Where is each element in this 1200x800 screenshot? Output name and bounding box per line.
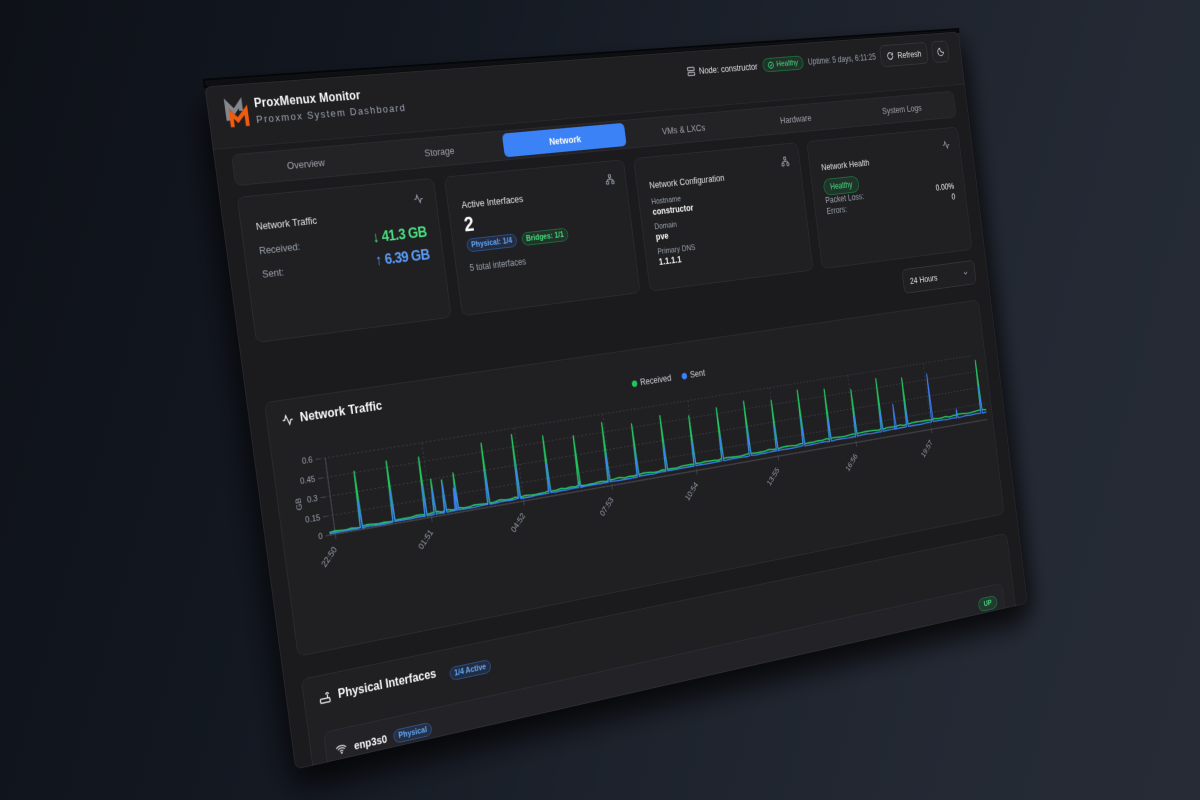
svg-text:0: 0: [318, 531, 324, 542]
svg-text:0.6: 0.6: [301, 455, 313, 467]
svg-text:0.15: 0.15: [305, 512, 321, 524]
svg-text:0.45: 0.45: [300, 474, 316, 486]
svg-text:13:55: 13:55: [765, 466, 781, 488]
svg-text:04:52: 04:52: [509, 511, 527, 534]
svg-text:19:57: 19:57: [920, 438, 934, 459]
svg-text:10:54: 10:54: [684, 480, 700, 502]
svg-text:GB: GB: [293, 497, 304, 511]
svg-text:22:50: 22:50: [320, 545, 339, 569]
svg-text:01:51: 01:51: [416, 528, 434, 551]
svg-text:16:56: 16:56: [844, 452, 859, 473]
svg-text:0.3: 0.3: [306, 493, 318, 505]
svg-text:07:53: 07:53: [598, 495, 615, 517]
